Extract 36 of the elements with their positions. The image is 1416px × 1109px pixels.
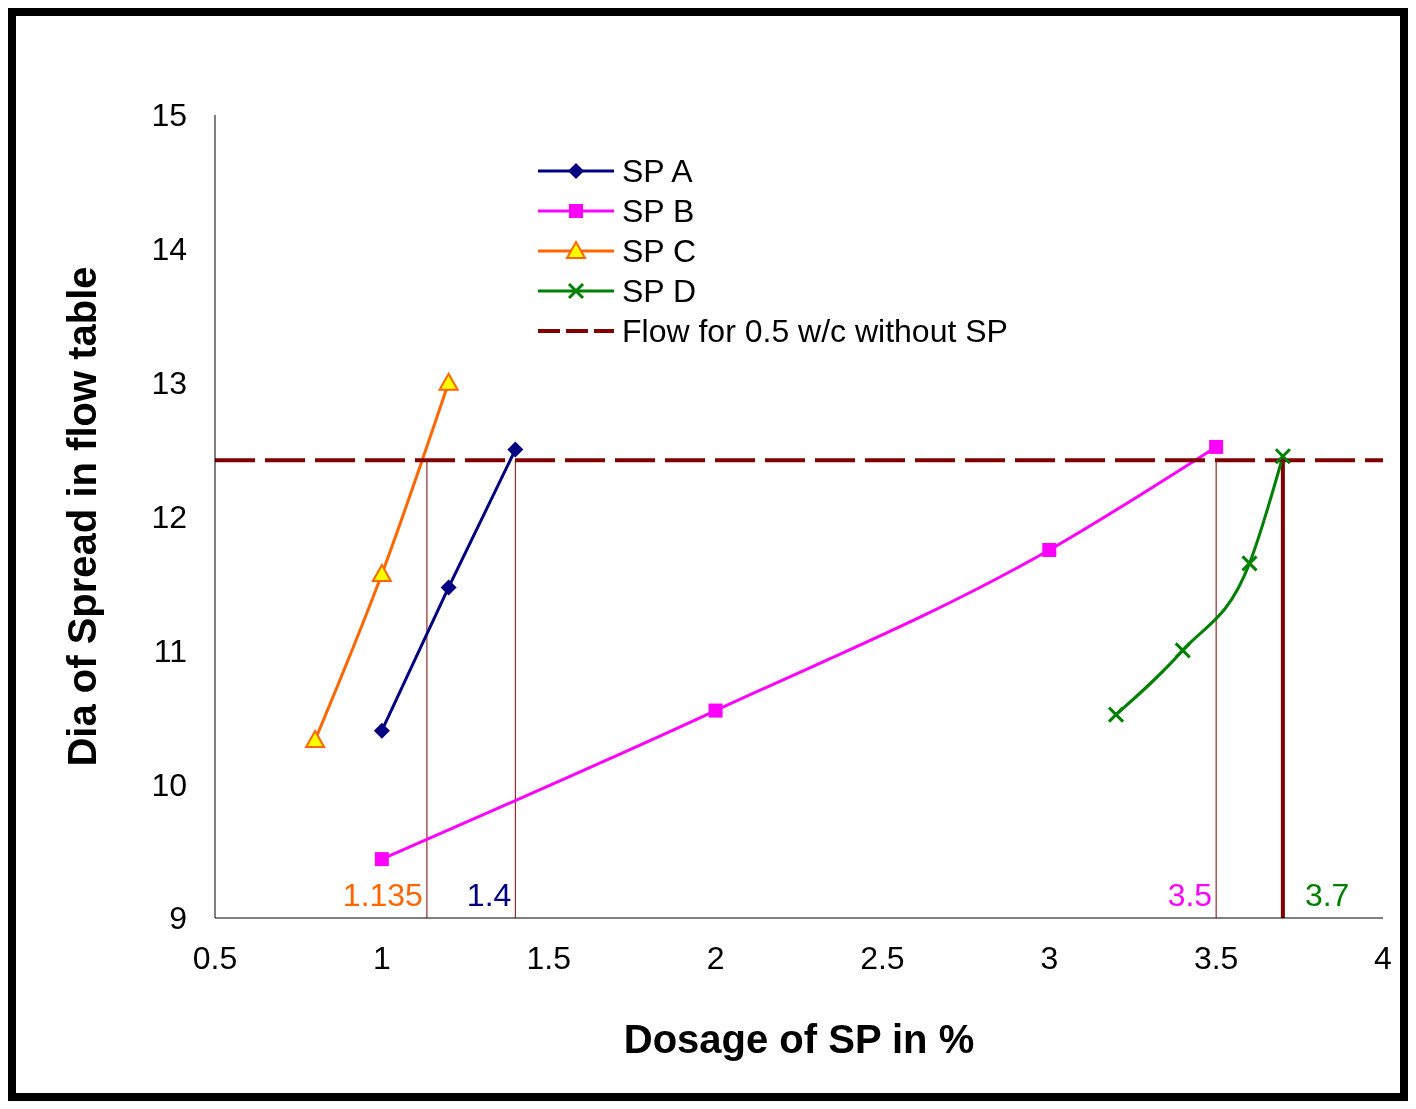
y-axis-title: Dia of Spread in flow table [60,266,104,767]
point [438,372,459,391]
x-tick-label: 2 [706,939,725,976]
point [1042,542,1057,557]
legend-label: SP B [622,192,695,230]
legend-label: SP C [622,232,697,270]
x-tick-label: 1.5 [526,939,571,976]
point [440,579,457,596]
legend-label: SP A [622,152,693,190]
point [708,703,723,718]
x-axis-title: Dosage of SP in % [623,1017,975,1061]
ref-line-label: 3.7 [1304,877,1350,913]
ref-line-label: 3.5 [1167,877,1213,913]
y-tick-label: 10 [151,766,187,803]
point [374,852,389,867]
legend-label: Flow for 0.5 w/c without SP [622,312,1008,350]
point [1209,439,1224,454]
y-tick-label: 9 [169,900,187,937]
y-tick-label: 14 [151,231,187,268]
x-tick-label: 2.5 [860,939,905,976]
x-tick-label: 3 [1040,939,1059,976]
point [373,722,390,739]
x-tick-label: 0.5 [192,939,238,976]
point [371,564,392,583]
point [305,730,326,748]
ref-line-label: 1.4 [466,877,512,913]
ref-line-label: 1.135 [342,877,423,913]
y-tick-label: 11 [153,632,187,669]
legend-label: SP D [622,272,697,310]
y-tick-label: 15 [151,97,187,134]
x-tick-label: 3.5 [1193,939,1239,976]
point [507,441,524,458]
y-tick-label: 12 [151,498,187,535]
x-tick-label: 4 [1374,939,1392,976]
y-tick-label: 13 [151,365,187,402]
x-tick-label: 1 [372,939,391,976]
